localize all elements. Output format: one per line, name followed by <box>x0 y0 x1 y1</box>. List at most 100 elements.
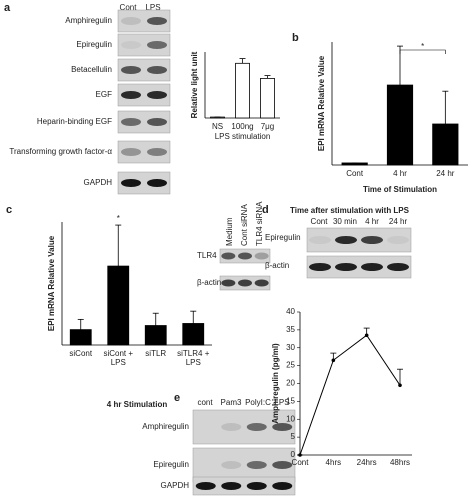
annotation: * <box>421 42 424 51</box>
marker <box>298 453 302 457</box>
band <box>121 91 141 99</box>
row-label: GAPDH <box>84 178 113 187</box>
band <box>195 482 216 490</box>
band <box>254 252 269 260</box>
band <box>147 91 167 99</box>
band <box>254 279 269 287</box>
row-label: TLR4 <box>197 251 217 260</box>
band <box>272 482 293 490</box>
column-label: 30 min <box>333 217 357 226</box>
bar <box>144 325 167 346</box>
x-tick-label: Cont <box>346 169 364 178</box>
row-label: GAPDH <box>161 481 190 490</box>
column-label: 24 hr <box>389 217 408 226</box>
row-label: β-actin <box>265 261 289 270</box>
column-label: PolyI:C <box>245 398 271 407</box>
band <box>121 17 141 25</box>
band <box>309 236 331 244</box>
x-tick-label: 4 hr <box>393 169 407 178</box>
band <box>238 252 252 260</box>
column-label: LPS <box>274 398 289 407</box>
y-axis-label: EPI mRNA Relative Value <box>47 235 56 331</box>
row-label: Epiregulin <box>153 460 189 469</box>
blot-row <box>306 255 412 279</box>
y-tick-label: 30 <box>286 343 295 352</box>
significance-bracket <box>399 49 446 54</box>
marker <box>364 333 369 338</box>
panel-label: e <box>174 392 180 404</box>
band <box>121 148 141 156</box>
column-label: Cont <box>311 217 329 226</box>
bar <box>182 323 205 346</box>
x-tick-label: 24hrs <box>357 458 377 467</box>
band <box>121 41 141 49</box>
band <box>147 148 167 156</box>
x-tick-label: siCont + LPS <box>103 349 134 367</box>
band <box>246 423 267 431</box>
band <box>221 252 236 260</box>
panel-label: a <box>4 2 11 14</box>
column-label: Pam3 <box>221 398 242 407</box>
bar <box>386 84 414 166</box>
panel-label: b <box>292 32 299 44</box>
blot-row <box>117 110 171 134</box>
y-tick-label: 10 <box>286 414 295 423</box>
bar <box>260 78 275 119</box>
y-tick-label: 5 <box>291 432 296 441</box>
bar <box>235 62 250 119</box>
blot-row <box>117 9 171 33</box>
x-tick-label: 100ng <box>231 122 254 131</box>
band <box>147 41 167 49</box>
line <box>299 334 401 456</box>
row-label: Epiregulin <box>76 40 112 49</box>
band <box>147 66 167 74</box>
panel-label: c <box>6 204 12 216</box>
blot-title: Time after stimulation with LPS <box>290 206 410 215</box>
x-axis-label: 4 hr Stimulation <box>107 400 168 409</box>
blot-row <box>192 476 296 496</box>
y-tick-label: 35 <box>286 325 295 334</box>
annotation: * <box>117 214 120 223</box>
band <box>335 263 357 271</box>
blot-row <box>117 33 171 57</box>
column-label: 4 hr <box>365 217 379 226</box>
band <box>361 236 383 244</box>
x-tick-label: 7μg <box>260 122 275 131</box>
band <box>246 482 267 490</box>
column-label: cont <box>197 398 213 407</box>
x-tick-label: siCont <box>69 349 93 358</box>
x-axis-label: LPS stimulation <box>215 132 271 141</box>
column-label: Medium <box>225 217 234 246</box>
x-tick-label: 4hrs <box>326 458 342 467</box>
band <box>221 279 236 287</box>
y-tick-label: 20 <box>286 379 295 388</box>
band <box>221 482 242 490</box>
band <box>221 423 242 431</box>
panel-label: d <box>262 204 269 216</box>
band <box>309 263 331 271</box>
blot-row <box>117 171 171 195</box>
row-label: Heparin-binding EGF <box>37 117 112 126</box>
y-tick-label: 15 <box>286 396 295 405</box>
x-tick-label: siTLR4 + LPS <box>177 349 210 367</box>
band <box>121 179 141 187</box>
bar <box>432 123 459 166</box>
y-axis-label: EPI mRNA Relative Value <box>317 55 326 151</box>
x-tick-label: siTLR <box>145 349 167 358</box>
y-tick-label: 0 <box>291 450 296 459</box>
row-label: β-actin <box>197 278 221 287</box>
column-label: LPS <box>145 3 160 12</box>
blot-row <box>306 227 412 253</box>
row-label: Amphiregulin <box>142 422 189 431</box>
x-tick-label: 48hrs <box>390 458 410 467</box>
x-tick-label: Cont <box>292 458 310 467</box>
y-tick-label: 40 <box>286 307 295 316</box>
blot-row <box>117 83 171 107</box>
band <box>246 461 267 469</box>
band <box>387 236 409 244</box>
bar <box>69 329 92 346</box>
band <box>147 179 167 187</box>
band <box>221 461 242 469</box>
